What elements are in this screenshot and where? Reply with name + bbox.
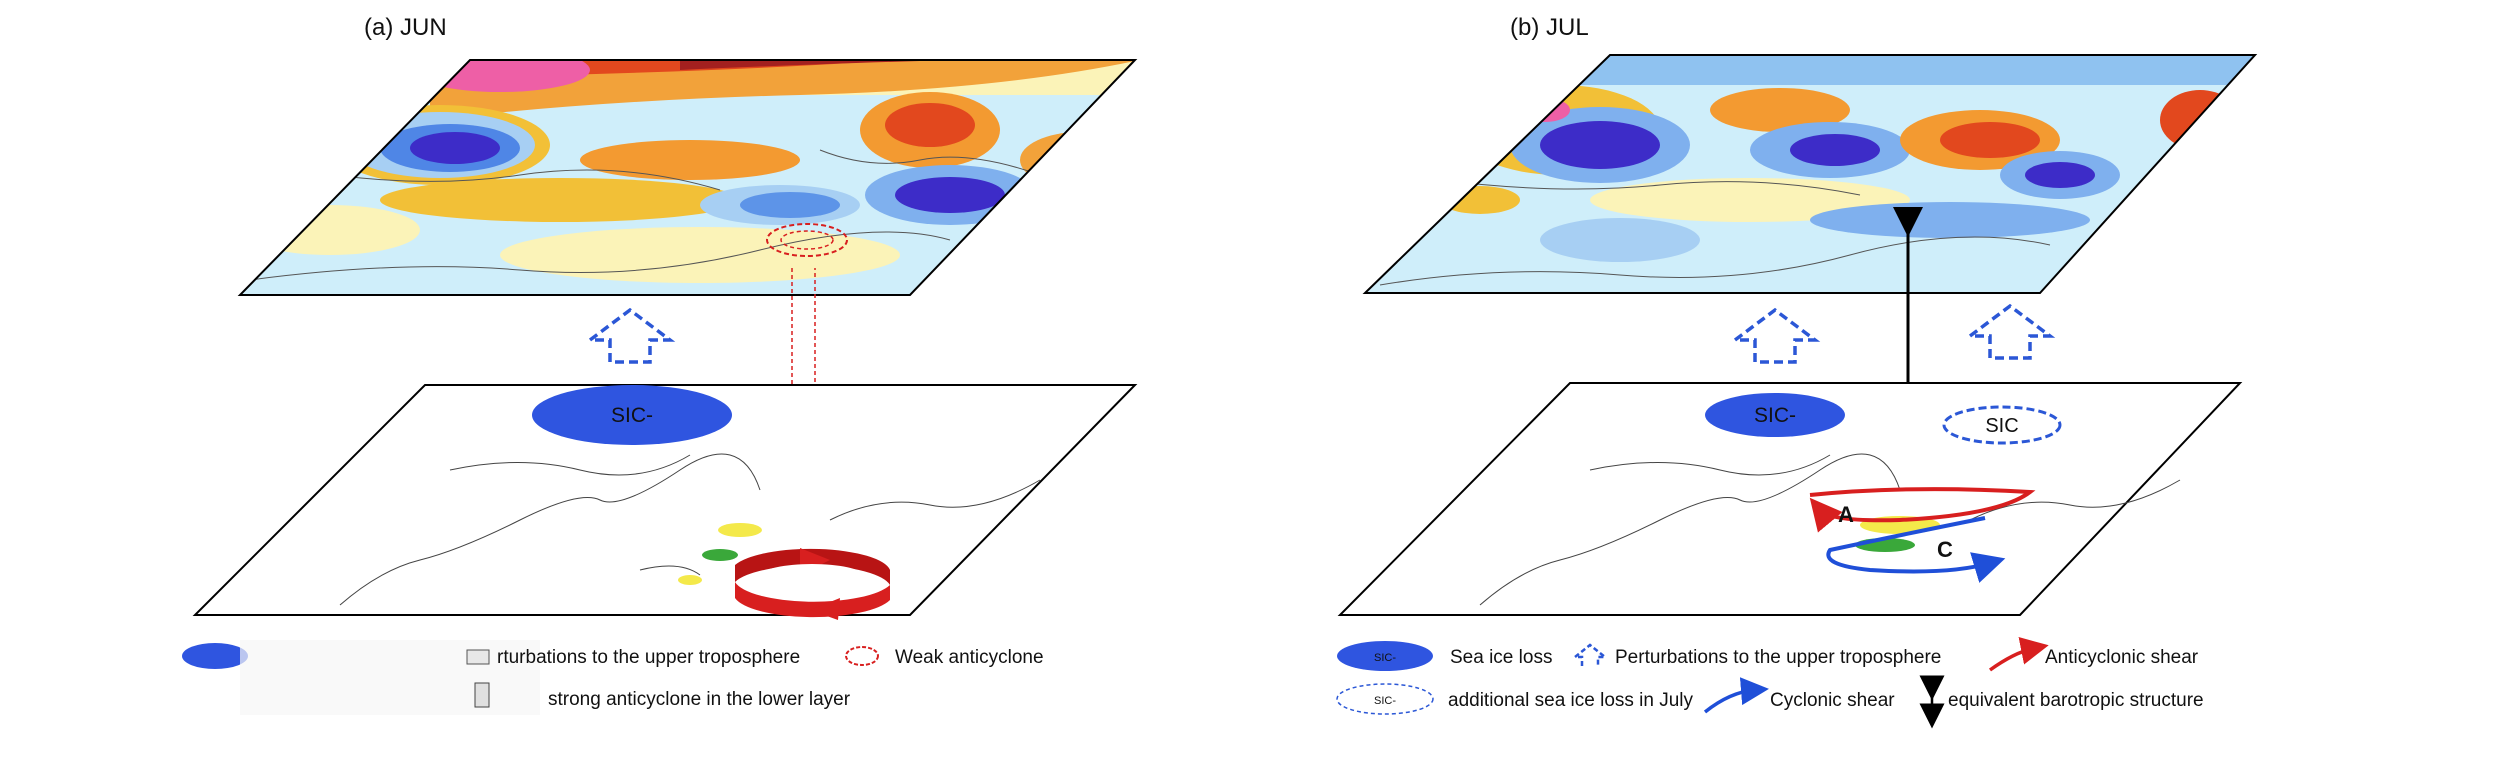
legend-b-cyclonic-icon [1703, 677, 1769, 714]
legend-a: rturbations to the upper troposphere Wea… [182, 640, 1044, 715]
legend-b-barotropic-text: equivalent barotropic structure [1948, 690, 2204, 711]
perturbation-arrow-b-right [1964, 303, 2056, 360]
anticyclonic-shear-symbol: A [1809, 487, 2036, 533]
panel-b-title: (b) JUL [1510, 14, 1589, 41]
legend-a-strong-icon [474, 682, 490, 708]
legend-b-sic-swatch-label: SIC- [1374, 652, 1396, 664]
panel-a-upper-map [237, 59, 1138, 296]
sic-label-a: SIC- [611, 404, 653, 427]
legend-b-perturbation-icon [1571, 643, 1609, 666]
legend-a-weak-anticyclone-text: Weak anticyclone [895, 647, 1044, 668]
legend-b: SIC- Sea ice loss Perturbations to the u… [1336, 637, 2204, 729]
sic-extra-ellipse-b: SIC [1942, 405, 2062, 445]
sic-label-b: SIC- [1754, 404, 1796, 427]
legend-a-perturbation-text: rturbations to the upper troposphere [497, 647, 800, 668]
legend-a-strong-anticyclone-text: strong anticyclone in the lower layer [548, 689, 851, 710]
legend-b-additional-loss-text: additional sea ice loss in July [1448, 690, 1694, 711]
legend-a-faded-area [240, 640, 540, 715]
perturbation-arrow-b-left [1729, 307, 1821, 364]
sic-ellipse-a: SIC- [532, 385, 732, 445]
anticyclone-letter: A [1838, 502, 1854, 527]
legend-a-sic-swatch [182, 643, 248, 669]
legend-a-icon-placeholder [466, 649, 490, 665]
legend-b-extra-swatch [1336, 683, 1434, 715]
legend-b-sic-swatch [1337, 641, 1433, 671]
legend-b-perturbation-text: Perturbations to the upper troposphere [1615, 647, 1941, 668]
perturbation-arrow-a [584, 307, 676, 364]
legend-b-sea-ice-loss-text: Sea ice loss [1450, 647, 1552, 668]
strong-anticyclone-symbol [735, 548, 890, 620]
sic-extra-label-b: SIC [1985, 415, 2018, 437]
legend-b-anticyclonic-icon [1988, 637, 2049, 672]
legend-weak-anticyclone-icon [845, 646, 879, 666]
cyclone-letter: C [1937, 537, 1953, 562]
cyclonic-shear-symbol: C [1826, 516, 2006, 583]
panel-b-upper-map [1362, 54, 2258, 294]
sic-ellipse-b: SIC- [1705, 393, 1845, 437]
panel-a-title: (a) JUN [364, 14, 447, 41]
panel-a-lower-map [192, 384, 1138, 616]
legend-b-extra-swatch-label: SIC- [1374, 695, 1396, 707]
legend-b-anticyclonic-text: Anticyclonic shear [2045, 647, 2199, 668]
legend-b-cyclonic-text: Cyclonic shear [1770, 690, 1895, 711]
